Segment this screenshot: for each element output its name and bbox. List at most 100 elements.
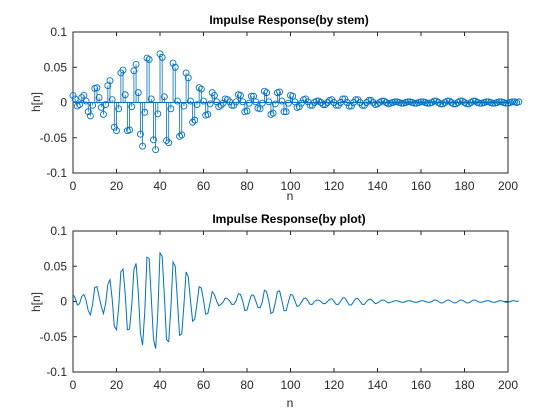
stem-marker xyxy=(226,98,234,106)
stem-marker xyxy=(430,97,438,105)
stem-marker xyxy=(191,116,199,124)
stem-marker xyxy=(411,99,418,107)
stem-marker xyxy=(76,101,83,109)
x-tick-label: 40 xyxy=(153,378,167,392)
stem-marker xyxy=(297,99,305,107)
stem-marker xyxy=(99,111,107,118)
x-tick-label: 60 xyxy=(197,179,211,193)
x-tick-label: 0 xyxy=(70,179,77,193)
x-tick-label: 0 xyxy=(70,378,77,392)
x-tick-label: 80 xyxy=(240,179,254,193)
stem-marker xyxy=(141,108,149,116)
stem-marker xyxy=(489,99,497,107)
stem-marker xyxy=(106,77,114,85)
stem-marker xyxy=(263,89,271,97)
stem-marker xyxy=(367,96,375,104)
line-plot-ticks: 0 20 40 60 80 100 120 140 160 180 200 -0.1 -0.05 0 0.0… xyxy=(40,224,519,392)
x-tick-label: 60 xyxy=(197,378,211,392)
x-tick-label: 100 xyxy=(280,378,300,392)
line-plot-title: Impulse Response(by plot) xyxy=(212,212,365,226)
stem-marker xyxy=(424,99,431,107)
stem-marker xyxy=(450,100,458,108)
stem-marker xyxy=(178,131,186,139)
stem-marker xyxy=(82,97,90,105)
x-tick-label: 200 xyxy=(498,378,518,392)
stem-marker xyxy=(508,98,516,106)
stem-marker xyxy=(184,74,192,82)
stem-marker xyxy=(158,53,166,61)
x-tick-label: 140 xyxy=(367,179,387,193)
impulse-response-line xyxy=(72,251,520,349)
stem-marker xyxy=(265,98,273,106)
stem-marker xyxy=(282,108,290,116)
stem-marker xyxy=(258,99,266,107)
y-tick-label: -0.05 xyxy=(40,131,68,145)
y-tick-label: -0.1 xyxy=(46,166,67,180)
stem-marker xyxy=(210,91,218,99)
stem-marker xyxy=(223,96,231,104)
stem-marker xyxy=(321,101,329,109)
stem-marker xyxy=(171,63,179,71)
stem-marker xyxy=(121,91,129,99)
stem-marker xyxy=(136,130,144,138)
stem-marker xyxy=(169,59,177,67)
stem-marker xyxy=(247,92,255,100)
x-tick-label: 80 xyxy=(240,378,254,392)
stem-marker xyxy=(476,99,484,107)
y-tick-label: -0.05 xyxy=(40,330,68,344)
x-tick-label: 20 xyxy=(110,179,124,193)
stem-marker xyxy=(443,97,451,105)
stem-marker xyxy=(156,50,164,58)
stem-marker xyxy=(437,100,445,108)
y-tick-label: 0.1 xyxy=(50,25,67,39)
line-plot-xlabel: n xyxy=(287,396,294,410)
stem-marker xyxy=(228,101,236,109)
stem-marker xyxy=(369,99,377,106)
stem-marker xyxy=(243,107,251,115)
stem-marker xyxy=(230,101,238,109)
x-tick-label: 160 xyxy=(411,179,431,193)
stem-marker xyxy=(365,96,373,104)
y-tick-label: 0.05 xyxy=(44,60,68,74)
stem-marker xyxy=(204,111,212,118)
stem-marker xyxy=(278,97,286,105)
stem-marker xyxy=(239,98,247,106)
y-tick-label: 0.05 xyxy=(44,259,68,273)
stem-marker xyxy=(482,98,490,106)
stem-marker xyxy=(139,142,147,150)
stem-marker xyxy=(337,99,344,106)
stem-marker xyxy=(119,66,127,74)
stem-marker xyxy=(417,98,425,106)
x-tick-label: 120 xyxy=(324,378,344,392)
stem-marker xyxy=(110,123,118,131)
x-tick-label: 140 xyxy=(367,378,387,392)
stem-plot-ticks: 0 20 40 60 80 100 120 140 160 180 200 -0.1 -0.05 0 0.0… xyxy=(40,25,519,193)
stem-marker xyxy=(245,99,253,107)
x-tick-label: 100 xyxy=(280,179,300,193)
stem-marker xyxy=(71,95,79,103)
stem-marker xyxy=(130,67,138,75)
stem-marker xyxy=(502,99,510,107)
x-tick-label: 180 xyxy=(454,378,474,392)
stem-series xyxy=(69,50,523,154)
stem-marker xyxy=(317,99,325,106)
stem-plot-xlabel: n xyxy=(287,189,294,203)
stem-marker xyxy=(341,95,349,103)
stem-marker xyxy=(252,98,260,106)
y-tick-label: 0 xyxy=(60,295,67,309)
stem-marker xyxy=(206,100,214,108)
line-series xyxy=(72,251,520,349)
stem-marker xyxy=(86,112,94,120)
stem-marker xyxy=(69,91,77,99)
stem-marker xyxy=(160,93,168,101)
stem-marker xyxy=(339,95,347,103)
stem-marker xyxy=(219,99,227,107)
stem-marker xyxy=(313,97,321,105)
stem-marker xyxy=(269,109,277,117)
y-tick-label: 0.1 xyxy=(50,224,67,238)
stem-marker xyxy=(217,101,225,109)
stem-marker xyxy=(515,98,523,106)
stem-marker xyxy=(193,101,201,109)
stem-marker xyxy=(186,97,194,105)
stem-marker xyxy=(304,98,312,106)
